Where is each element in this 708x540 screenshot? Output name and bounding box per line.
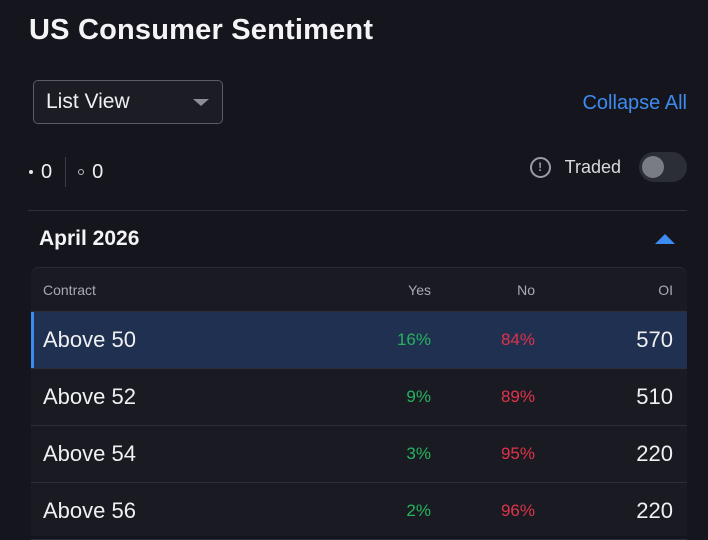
- table-row[interactable]: Above 54 3% 95% 220: [31, 426, 687, 483]
- header-oi: OI: [658, 281, 673, 298]
- section-divider: [28, 210, 687, 211]
- info-icon[interactable]: !: [529, 156, 551, 178]
- row-contract: Above 54: [43, 441, 136, 466]
- row-oi: 570: [636, 327, 673, 352]
- traded-filter: ! Traded: [529, 152, 687, 182]
- outline-count-value: 0: [92, 160, 104, 183]
- row-no[interactable]: 89%: [500, 387, 535, 406]
- row-yes[interactable]: 16%: [396, 330, 431, 349]
- filled-dot-icon: [29, 170, 33, 174]
- chevron-up-icon[interactable]: [655, 234, 675, 244]
- row-no[interactable]: 95%: [500, 444, 535, 463]
- position-counts: 0 0: [29, 156, 103, 188]
- row-yes[interactable]: 2%: [406, 501, 431, 520]
- row-no[interactable]: 96%: [500, 501, 535, 520]
- count-divider: [65, 157, 67, 187]
- toggle-knob: [642, 156, 664, 178]
- contracts-table: Contract Yes No OI Above 50 16% 84% 570 …: [31, 267, 687, 540]
- table-row[interactable]: Above 56 2% 96% 220: [31, 483, 687, 540]
- row-contract: Above 52: [43, 384, 136, 409]
- view-select-dropdown[interactable]: List View: [33, 80, 223, 124]
- collapse-all-button[interactable]: Collapse All: [582, 92, 687, 114]
- chevron-down-icon: [193, 98, 209, 106]
- traded-toggle[interactable]: [639, 152, 687, 182]
- outline-dot-icon: [78, 169, 85, 175]
- section-header[interactable]: April 2026: [28, 211, 687, 267]
- row-oi: 510: [636, 384, 673, 409]
- page-title: US Consumer Sentiment: [29, 14, 374, 46]
- row-yes[interactable]: 9%: [406, 387, 431, 406]
- filled-count-value: 0: [41, 160, 53, 183]
- table-row[interactable]: Above 50 16% 84% 570: [31, 312, 687, 369]
- row-contract: Above 50: [43, 327, 136, 352]
- header-yes: Yes: [408, 281, 431, 298]
- row-yes[interactable]: 3%: [406, 444, 431, 463]
- row-oi: 220: [636, 498, 673, 523]
- traded-label: Traded: [564, 156, 621, 177]
- filled-count: 0: [29, 161, 52, 184]
- row-contract: Above 56: [43, 498, 136, 523]
- row-no[interactable]: 84%: [500, 330, 535, 349]
- table-header: Contract Yes No OI: [31, 268, 687, 312]
- table-row[interactable]: Above 52 9% 89% 510: [31, 369, 687, 426]
- header-contract: Contract: [43, 281, 96, 298]
- header-no: No: [517, 281, 535, 298]
- section-title: April 2026: [39, 227, 140, 250]
- view-select-value: List View: [46, 90, 130, 113]
- row-oi: 220: [636, 441, 673, 466]
- outline-count: 0: [78, 161, 103, 184]
